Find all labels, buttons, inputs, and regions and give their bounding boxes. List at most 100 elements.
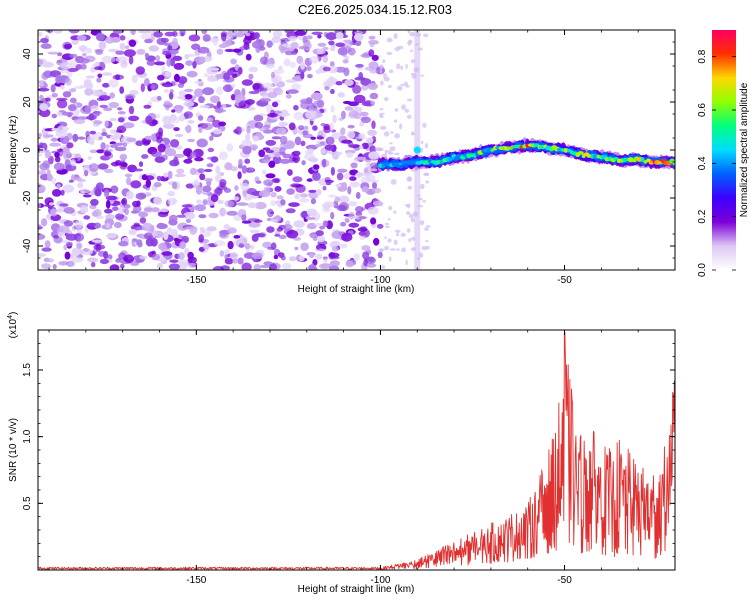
noise-blob [347,47,356,56]
track-core-blob [448,157,454,161]
noise-blob [241,214,247,222]
noise-blob [38,133,42,138]
noise-blob [104,208,113,214]
snr-plot-area [38,330,675,570]
noise-blob [115,74,120,81]
snr-ytick-label: 0.5 [22,496,33,510]
noise-blob [215,105,224,114]
track-core-blob [563,148,569,153]
noise-blob [218,43,228,49]
noise-blob [185,60,194,66]
noise-blob [367,206,379,215]
transition-blob [394,133,400,139]
transition-blob [396,248,400,251]
noise-blob [189,167,197,175]
noise-blob [51,128,60,132]
noise-blob [248,66,258,73]
transition-blob [389,69,394,74]
transition-blob [387,152,394,155]
noise-blob [185,183,195,189]
noise-blob [356,171,362,179]
noise-blob [328,65,338,74]
noise-blob [305,66,312,71]
noise-blob [63,220,74,227]
noise-blob [331,245,339,252]
noise-blob [184,88,194,93]
noise-blob [108,78,119,88]
noise-blob [367,129,377,136]
noise-blob [280,255,286,261]
transition-blob [403,81,409,87]
noise-blob [223,224,230,230]
transition-blob [410,59,416,64]
spectrogram-xtick-label: -150 [186,275,206,286]
noise-blob [337,47,348,56]
noise-blob [318,263,331,270]
noise-blob [238,158,243,168]
noise-blob [340,127,346,136]
noise-blob [96,77,102,83]
noise-blob [358,231,367,236]
noise-blob [155,55,161,62]
noise-blob [337,185,348,192]
noise-blob [340,243,348,249]
transition-blob [393,239,398,245]
noise-blob [361,84,369,91]
noise-blob [285,94,292,99]
noise-blob [310,198,316,205]
noise-blob [214,174,222,182]
transition-blob [408,39,413,44]
noise-blob [178,76,188,84]
noise-blob [330,211,335,220]
noise-blob [156,37,167,46]
noise-blob [185,219,192,223]
noise-blob [249,144,259,150]
noise-blob [321,148,326,154]
noise-blob [167,197,177,206]
noise-blob [156,175,162,182]
noise-blob [376,223,384,229]
noise-blob [38,170,47,175]
noise-blob [291,151,296,157]
noise-blob [202,199,208,206]
noise-blob [188,34,201,42]
noise-blob [119,35,126,41]
noise-blob [140,33,151,40]
noise-blob [337,92,345,98]
noise-blob [298,198,310,203]
noise-blob [359,145,364,150]
noise-blob [40,43,52,49]
noise-blob [212,119,222,128]
transition-blob [424,227,429,231]
noise-blob [105,232,117,239]
noise-blob [241,139,253,148]
noise-blob [199,105,210,109]
transition-blob [384,245,390,251]
noise-blob [190,151,197,159]
noise-blob [38,153,43,157]
noise-blob [87,222,96,227]
noise-blob [279,135,288,145]
noise-blob [285,208,296,214]
noise-blob [326,77,338,86]
noise-blob [290,42,299,49]
noise-blob [158,242,167,251]
noise-blob [87,156,93,160]
transition-blob [423,33,429,38]
noise-blob [332,114,337,124]
transition-blob [380,248,384,253]
noise-blob [128,39,137,47]
noise-blob [100,142,106,151]
noise-blob [281,224,293,230]
transition-blob [408,213,414,219]
noise-blob [42,61,54,68]
noise-blob [77,136,86,140]
noise-blobs [38,30,386,270]
noise-blob [286,229,299,239]
noise-blob [241,262,252,270]
noise-blob [216,185,228,190]
noise-blob [230,58,237,65]
noise-blob [316,188,322,196]
noise-blob [69,53,78,58]
noise-blob [348,211,355,220]
